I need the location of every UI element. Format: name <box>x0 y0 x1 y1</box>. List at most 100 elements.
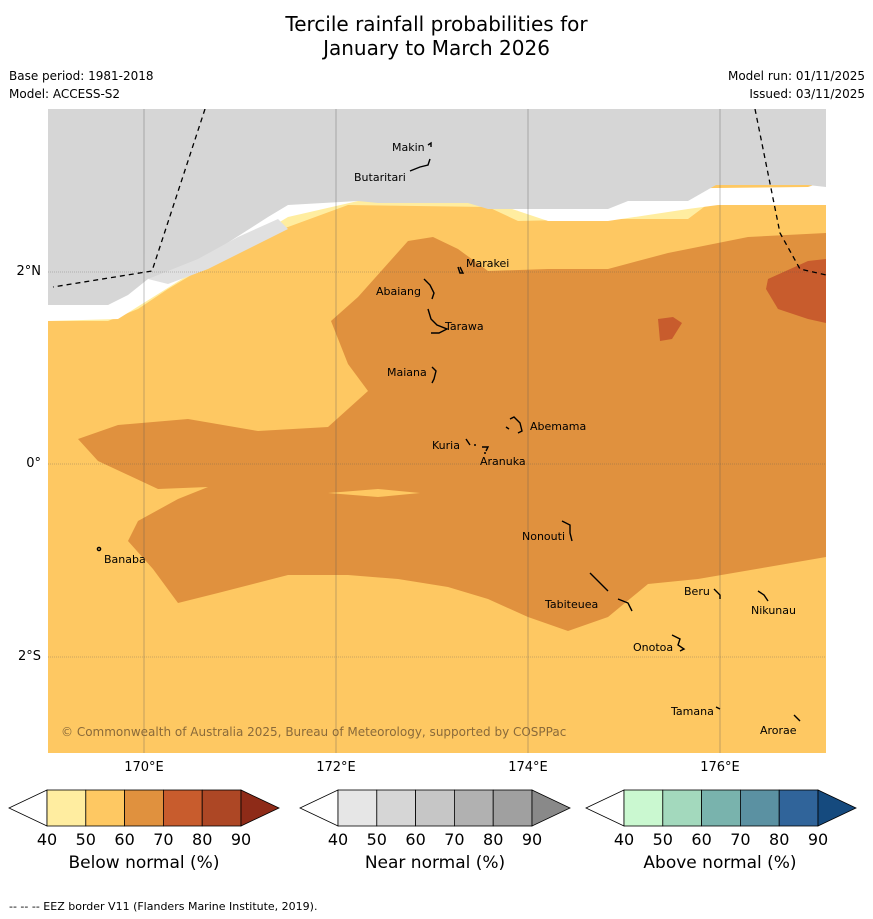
colorbar-tick-label: 80 <box>483 830 503 849</box>
probability-map[interactable]: Makin Butaritari Marakei Abaiang Tarawa … <box>48 109 826 753</box>
colorbar-tick-label: 90 <box>522 830 542 849</box>
chart-title: Tercile rainfall probabilities for Janua… <box>0 12 873 60</box>
meta-right: Model run: 01/11/2025 Issued: 03/11/2025 <box>728 67 865 103</box>
colorbars: 40 50 60 70 80 90 40 50 60 70 80 90 40 50 60 70 80 90 <box>8 789 857 849</box>
colorbar-label-near: Near normal (%) <box>364 853 506 873</box>
colorbar-extend-high <box>817 789 857 827</box>
colorbar-swatch <box>492 789 533 827</box>
island-shape-nonouti <box>561 520 573 542</box>
lon-label-174: 174°E <box>508 760 548 775</box>
colorbar-tick-label: 60 <box>691 830 711 849</box>
island-shape-kuria <box>465 438 476 446</box>
colorbar-tick-label: 70 <box>153 830 173 849</box>
colorbar-swatch <box>337 789 378 827</box>
island-label-nikunau: Nikunau <box>751 604 796 617</box>
near-normal-darker-patch <box>148 219 288 284</box>
meta-left: Base period: 1981-2018 Model: ACCESS-S2 <box>9 67 154 103</box>
colorbar-swatch <box>662 789 702 827</box>
colorbar-tick-label: 80 <box>192 830 212 849</box>
island-label-butaritari: Butaritari <box>354 171 406 184</box>
colorbar-above-normal: 40 50 60 70 80 90 <box>585 789 857 849</box>
eez-border-west <box>52 109 206 288</box>
colorbar-tick-label: 40 <box>328 830 348 849</box>
eez-border-east <box>754 109 826 276</box>
island-label-tabiteuea: Tabiteuea <box>544 598 598 611</box>
colorbar-swatch <box>124 789 164 827</box>
lat-label-2n: 2°N <box>16 264 42 279</box>
colorbar-swatch <box>778 789 819 827</box>
colorbar-swatch <box>201 789 242 827</box>
region-below-60-70 <box>78 233 826 631</box>
colorbar-swatch <box>623 789 664 827</box>
region-below-70-80-central <box>658 317 682 341</box>
island-shape-banaba <box>96 546 102 552</box>
colorbar-label-above: Above normal (%) <box>643 853 797 873</box>
island-shape-abemama <box>505 416 523 434</box>
colorbar-tick-label: 90 <box>808 830 828 849</box>
issued-date: Issued: 03/11/2025 <box>749 87 865 101</box>
title-line-2: January to March 2026 <box>323 36 550 60</box>
colorbar-tick-label: 40 <box>614 830 634 849</box>
island-label-marakei: Marakei <box>466 257 509 270</box>
island-shape-maiana <box>431 366 437 384</box>
colorbar-below-normal: 40 50 60 70 80 90 <box>8 789 280 849</box>
colorbar-label-below: Below normal (%) <box>68 853 220 873</box>
colorbar-tick-label: 40 <box>37 830 57 849</box>
island-label-kuria: Kuria <box>432 439 460 452</box>
island-label-banaba: Banaba <box>104 553 146 566</box>
island-shape-onotoa <box>671 634 686 652</box>
colorbar-extend-low <box>585 789 625 827</box>
colorbar-tick-label: 70 <box>730 830 750 849</box>
island-label-tamana: Tamana <box>670 705 714 718</box>
lon-label-170: 170°E <box>124 760 164 775</box>
island-label-arorae: Arorae <box>760 724 797 737</box>
island-label-maiana: Maiana <box>387 366 427 379</box>
colorbar-extend-high <box>531 789 571 827</box>
region-below-70-80-east <box>766 259 826 323</box>
island-shape-abaiang <box>423 278 435 300</box>
island-outlines <box>96 141 801 722</box>
colorbar-swatch <box>453 789 494 827</box>
colorbar-swatch <box>162 789 203 827</box>
lat-label-0: 0° <box>26 456 41 471</box>
lon-label-176: 176°E <box>700 760 740 775</box>
island-label-makin: Makin <box>392 141 425 154</box>
island-labels: Makin Butaritari Marakei Abaiang Tarawa … <box>104 141 797 737</box>
island-shape-butaritari <box>409 158 431 172</box>
colorbar-tick-label: 60 <box>405 830 425 849</box>
colorbar-tick-label: 50 <box>76 830 96 849</box>
island-shape-marakei <box>457 266 465 274</box>
colorbar-swatch <box>740 789 780 827</box>
eez-legend: -- -- -- EEZ border V11 (Flanders Marine… <box>9 900 318 913</box>
lat-label-2s: 2°S <box>17 649 41 664</box>
colorbar-tick-label: 70 <box>444 830 464 849</box>
island-label-onotoa: Onotoa <box>633 641 673 654</box>
island-label-beru: Beru <box>684 585 710 598</box>
region-below-50-60-patch <box>328 489 420 497</box>
title-line-1: Tercile rainfall probabilities for <box>285 12 588 36</box>
colorbar-extend-high <box>240 789 280 827</box>
island-shape-beru <box>713 588 721 599</box>
colorbar-swatch <box>46 789 87 827</box>
colorbar-tick-label: 80 <box>769 830 789 849</box>
colorbar-extend-low <box>299 789 339 827</box>
colorbar-extend-low <box>8 789 48 827</box>
island-label-abemama: Abemama <box>530 420 586 433</box>
colorbar-tick-label: 90 <box>231 830 251 849</box>
island-shape-tabiteuea <box>589 572 633 612</box>
island-shape-makin <box>427 141 432 147</box>
island-shape-aranuka <box>482 446 490 454</box>
colorbar-swatch <box>701 789 741 827</box>
island-label-tarawa: Tarawa <box>444 320 484 333</box>
colorbar-tick-label: 50 <box>653 830 673 849</box>
island-label-nonouti: Nonouti <box>522 530 565 543</box>
base-period: Base period: 1981-2018 <box>9 69 154 83</box>
island-shape-arorae <box>793 714 801 722</box>
copyright-notice: © Commonwealth of Australia 2025, Bureau… <box>61 725 566 739</box>
region-near-normal <box>48 109 826 305</box>
island-shape-nikunau <box>757 590 769 602</box>
colorbar-swatch <box>85 789 126 827</box>
colorbar-tick-label: 50 <box>367 830 387 849</box>
colorbar-tick-label: 60 <box>114 830 134 849</box>
lon-label-172: 172°E <box>316 760 356 775</box>
